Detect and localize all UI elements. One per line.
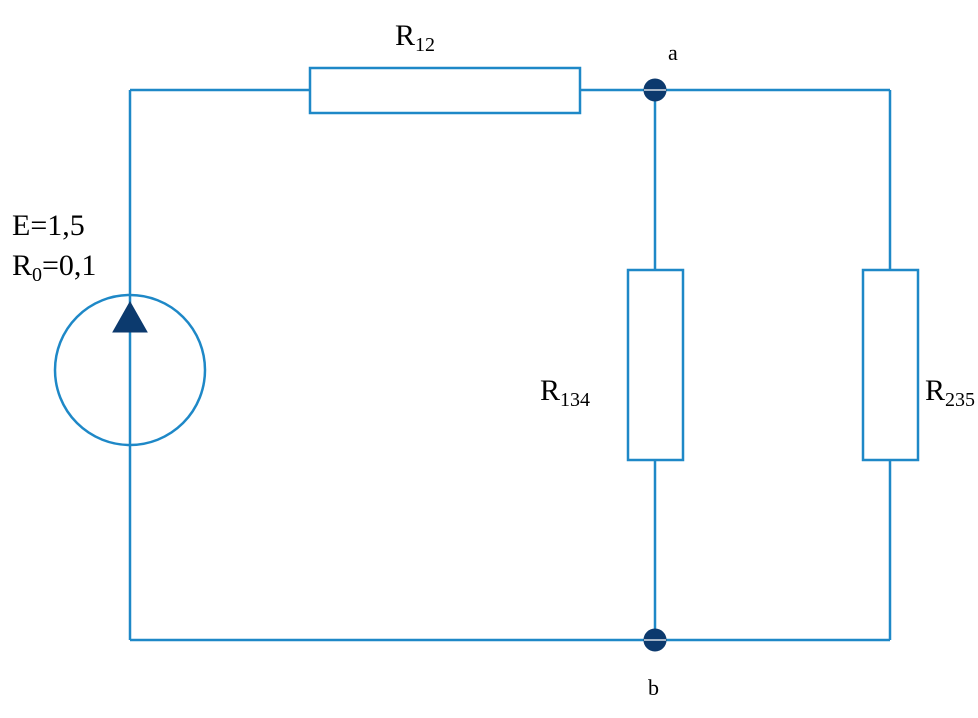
resistor-r12	[310, 68, 580, 113]
node-label-a: a	[668, 40, 678, 65]
source-label-r0: R0=0,1	[12, 249, 96, 286]
node-label-b: b	[648, 675, 659, 700]
source-label-e: E=1,5	[12, 209, 85, 242]
resistor-r134	[628, 270, 683, 460]
resistor-r235	[863, 270, 918, 460]
